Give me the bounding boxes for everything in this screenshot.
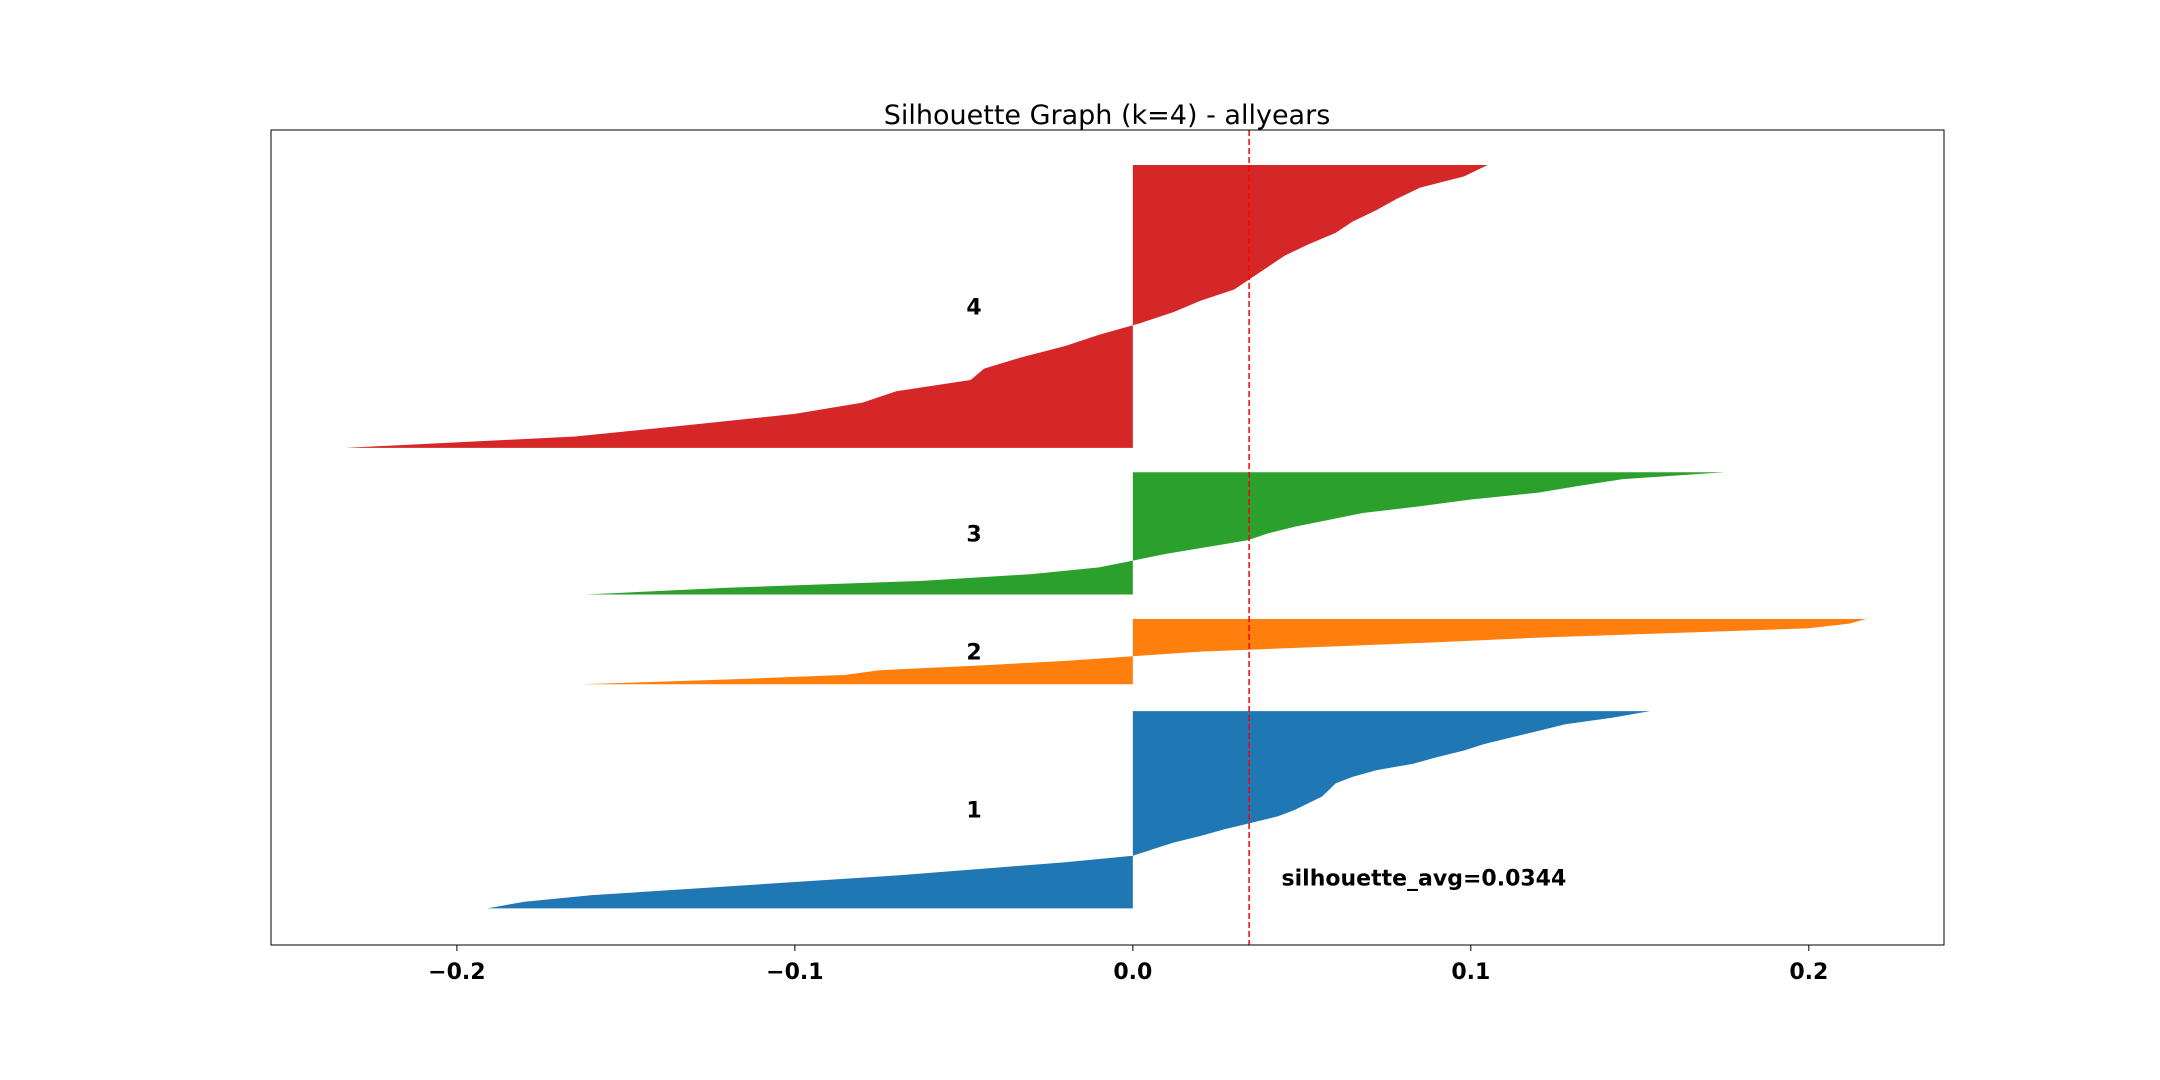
x-tick-label: 0.2 (1789, 960, 1828, 985)
cluster-3-label: 3 (966, 522, 981, 547)
cluster-2-silhouette (581, 619, 1867, 685)
x-tick-label: −0.1 (766, 960, 823, 985)
cluster-3-silhouette (585, 472, 1725, 595)
x-tick-label: 0.0 (1113, 960, 1152, 985)
cluster-2-label: 2 (966, 641, 981, 666)
silhouette-average-annotation: silhouette_avg=0.0344 (1282, 866, 1567, 891)
plot-area-frame (270, 129, 1945, 946)
cluster-labels: 1 2 3 4 (966, 295, 981, 823)
cluster-1-label: 1 (966, 799, 981, 824)
x-tick-label: 0.1 (1451, 960, 1490, 985)
x-axis-ticks: −0.2 −0.1 0.0 0.1 0.2 (428, 945, 1828, 985)
cluster-silhouettes (345, 165, 1867, 909)
cluster-1-silhouette (487, 711, 1650, 909)
x-tick-label: −0.2 (428, 960, 485, 985)
cluster-4-silhouette (345, 165, 1488, 448)
chart-title: Silhouette Graph (k=4) - allyears (884, 100, 1331, 131)
cluster-4-label: 4 (966, 295, 981, 320)
